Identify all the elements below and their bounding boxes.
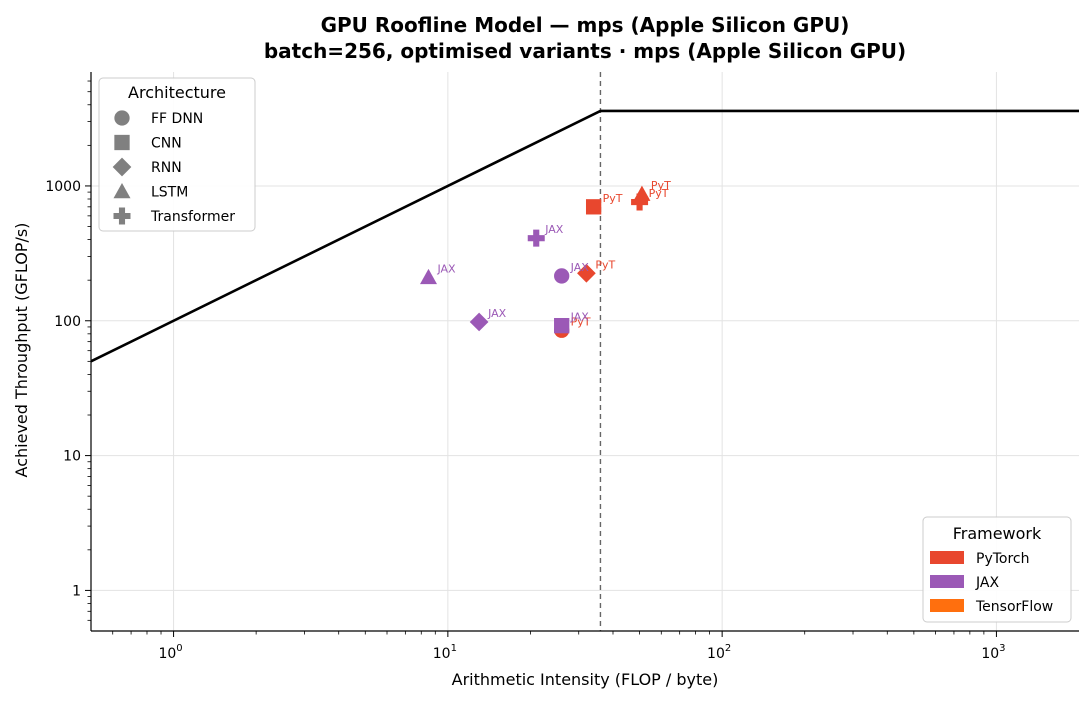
legend-swatch-pytorch	[930, 551, 964, 564]
framework-legend-title: Framework	[953, 524, 1042, 543]
x-tick-exponent: 3	[999, 643, 1005, 654]
legend-label-tensorflow: TensorFlow	[975, 599, 1053, 615]
y-tick-label: 1000	[45, 179, 81, 195]
data-point-jax-rnn	[469, 312, 489, 332]
framework-legend: Framework PyTorch JAX TensorFlow	[922, 516, 1072, 623]
legend-label-lstm: LSTM	[151, 185, 188, 201]
x-tick-base: 10	[707, 646, 725, 662]
data-label-pytorch-cnn: PyT	[603, 192, 623, 205]
roofline-curve	[90, 109, 1079, 363]
data-label-jax-rnn: JAX	[487, 307, 507, 320]
data-label-pytorch-lstm: PyT	[651, 179, 671, 192]
legend-marker-plus	[113, 207, 131, 225]
data-label-pytorch-rnn: PyT	[595, 258, 615, 271]
x-tick-base: 10	[981, 646, 999, 662]
legend-label-transformer: Transformer	[150, 209, 235, 225]
legend-label-cnn: CNN	[151, 136, 182, 152]
legend-label-ff-dnn: FF DNN	[151, 111, 203, 127]
x-tick-exponent: 1	[451, 643, 457, 654]
legend-marker-square	[114, 134, 130, 151]
y-axis-label: Achieved Throughput (GFLOP/s)	[12, 223, 31, 478]
x-tick-label: 101	[433, 643, 457, 662]
legend-marker-diamond	[112, 157, 132, 177]
architecture-legend-title: Architecture	[128, 83, 226, 102]
legend-label-rnn: RNN	[151, 160, 182, 176]
chart-subtitle: batch=256, optimised variants · mps (App…	[264, 39, 906, 63]
legend-swatch-jax	[930, 575, 964, 588]
data-point-jax-ff-dnn	[554, 268, 570, 284]
x-tick-label: 103	[981, 643, 1005, 662]
y-tick-label: 1	[72, 583, 81, 599]
x-tick-label: 102	[707, 643, 731, 662]
data-point-pytorch-rnn	[577, 263, 596, 283]
x-tick-exponent: 0	[176, 643, 182, 654]
legend-swatch-tensorflow	[930, 599, 964, 612]
y-tick-label: 10	[63, 449, 81, 465]
legend-marker-circle	[114, 110, 130, 126]
roofline	[90, 72, 1079, 631]
data-point-jax-lstm	[419, 268, 437, 285]
data-point-jax-transformer	[527, 229, 545, 247]
x-tick-label: 100	[158, 643, 182, 662]
chart-title: GPU Roofline Model — mps (Apple Silicon …	[321, 13, 850, 37]
data-label-jax-ff-dnn: JAX	[570, 261, 590, 274]
architecture-legend: Architecture FF DNN CNN RNN LSTM Transformer	[98, 77, 256, 232]
data-label-pytorch-ff-dnn: PyT	[571, 315, 591, 328]
data-point-jax-cnn	[554, 317, 570, 334]
legend-marker-triangle	[113, 183, 131, 199]
data-point-pytorch-transformer	[631, 193, 649, 211]
data-label-jax-lstm: JAX	[436, 262, 456, 275]
data-label-jax-transformer: JAX	[544, 223, 564, 236]
legend-label-jax: JAX	[975, 575, 999, 591]
grid-lines	[91, 72, 1079, 631]
data-point-pytorch-cnn	[585, 199, 602, 215]
data-label-pytorch-transformer: PyT	[649, 187, 669, 200]
architecture-legend-frame	[98, 77, 256, 232]
x-tick-exponent: 2	[725, 643, 731, 654]
framework-legend-frame	[922, 516, 1072, 623]
x-tick-base: 10	[158, 646, 176, 662]
legend-label-pytorch: PyTorch	[976, 551, 1029, 567]
x-axis-label: Arithmetic Intensity (FLOP / byte)	[452, 670, 719, 689]
y-tick-label: 100	[54, 314, 81, 330]
data-label-jax-cnn: JAX	[570, 311, 590, 324]
x-tick-base: 10	[433, 646, 451, 662]
